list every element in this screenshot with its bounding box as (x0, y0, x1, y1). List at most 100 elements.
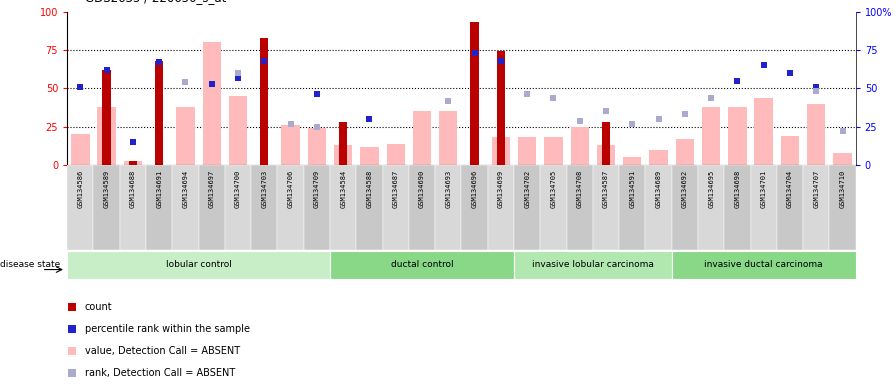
Text: invasive lobular carcinoma: invasive lobular carcinoma (532, 260, 654, 270)
Text: GSM134591: GSM134591 (629, 169, 635, 208)
Bar (597, 145, 616, 165)
Text: GSM134689: GSM134689 (656, 169, 661, 208)
Bar (566, 165, 593, 250)
Bar (177, 107, 194, 165)
Bar (102, 70, 111, 165)
Text: GSM134693: GSM134693 (445, 169, 452, 208)
Bar (124, 161, 142, 165)
Text: GSM134588: GSM134588 (366, 169, 373, 208)
Bar (676, 139, 694, 165)
Bar (98, 107, 116, 165)
Text: disease state: disease state (0, 260, 60, 270)
Text: rank, Detection Call = ABSENT: rank, Detection Call = ABSENT (84, 368, 235, 378)
Bar (330, 251, 514, 279)
Text: GSM134706: GSM134706 (288, 169, 294, 208)
Bar (487, 165, 514, 250)
Bar (724, 165, 751, 250)
Text: GSM134707: GSM134707 (814, 169, 819, 208)
Bar (281, 125, 300, 165)
Text: GDS2635 / 220650_s_at: GDS2635 / 220650_s_at (85, 0, 227, 4)
Bar (304, 165, 330, 250)
Bar (383, 165, 409, 250)
Bar (386, 144, 405, 165)
Bar (199, 165, 225, 250)
Bar (672, 165, 698, 250)
Bar (777, 165, 803, 250)
Bar (571, 127, 589, 165)
Bar (650, 150, 668, 165)
Bar (470, 22, 478, 165)
Text: GSM134690: GSM134690 (419, 169, 425, 208)
Bar (645, 165, 672, 250)
Bar (496, 51, 505, 165)
Bar (623, 157, 642, 165)
Text: GSM134705: GSM134705 (550, 169, 556, 208)
Bar (409, 165, 435, 250)
Text: lobular control: lobular control (166, 260, 231, 270)
Bar (202, 42, 221, 165)
Bar (754, 98, 773, 165)
Bar (146, 165, 172, 250)
Bar (518, 137, 537, 165)
Bar (728, 107, 746, 165)
Bar (67, 251, 330, 279)
Bar (260, 38, 269, 165)
Text: GSM134694: GSM134694 (183, 169, 188, 208)
Bar (339, 122, 348, 165)
Text: GSM134710: GSM134710 (840, 169, 846, 208)
Text: count: count (84, 302, 112, 312)
Bar (439, 111, 458, 165)
Text: GSM134584: GSM134584 (340, 169, 346, 208)
Bar (357, 165, 383, 250)
Bar (129, 161, 137, 165)
Text: GSM134589: GSM134589 (104, 169, 109, 208)
Bar (602, 122, 610, 165)
Bar (67, 165, 93, 250)
Text: GSM134695: GSM134695 (708, 169, 714, 208)
Bar (751, 165, 777, 250)
Text: GSM134708: GSM134708 (577, 169, 582, 208)
Bar (228, 96, 247, 165)
Bar (780, 136, 799, 165)
Bar (672, 251, 856, 279)
Text: GSM134698: GSM134698 (735, 169, 740, 208)
Text: GSM134687: GSM134687 (392, 169, 399, 208)
Bar (225, 165, 251, 250)
Bar (120, 165, 146, 250)
Bar (803, 165, 830, 250)
Text: GSM134704: GSM134704 (787, 169, 793, 208)
Bar (461, 165, 487, 250)
Bar (413, 111, 431, 165)
Bar (702, 107, 720, 165)
Text: GSM134691: GSM134691 (156, 169, 162, 208)
Bar (435, 165, 461, 250)
Text: GSM134709: GSM134709 (314, 169, 320, 208)
Bar (492, 137, 510, 165)
Bar (833, 153, 852, 165)
Text: GSM134701: GSM134701 (761, 169, 767, 208)
Bar (360, 147, 379, 165)
Text: GSM134702: GSM134702 (524, 169, 530, 208)
Bar (619, 165, 645, 250)
Bar (807, 104, 825, 165)
Bar (514, 165, 540, 250)
Bar (93, 165, 120, 250)
Bar (251, 165, 278, 250)
Bar (172, 165, 199, 250)
Text: GSM134703: GSM134703 (262, 169, 267, 208)
Text: ductal control: ductal control (391, 260, 453, 270)
Bar (593, 165, 619, 250)
Bar (278, 165, 304, 250)
Text: GSM134697: GSM134697 (209, 169, 215, 208)
Bar (155, 61, 163, 165)
Bar (698, 165, 724, 250)
Text: invasive ductal carcinoma: invasive ductal carcinoma (704, 260, 823, 270)
Text: GSM134586: GSM134586 (77, 169, 83, 208)
Text: GSM134696: GSM134696 (471, 169, 478, 208)
Bar (830, 165, 856, 250)
Bar (544, 137, 563, 165)
Text: GSM134688: GSM134688 (130, 169, 136, 208)
Bar (514, 251, 672, 279)
Bar (540, 165, 566, 250)
Text: GSM134699: GSM134699 (498, 169, 504, 208)
